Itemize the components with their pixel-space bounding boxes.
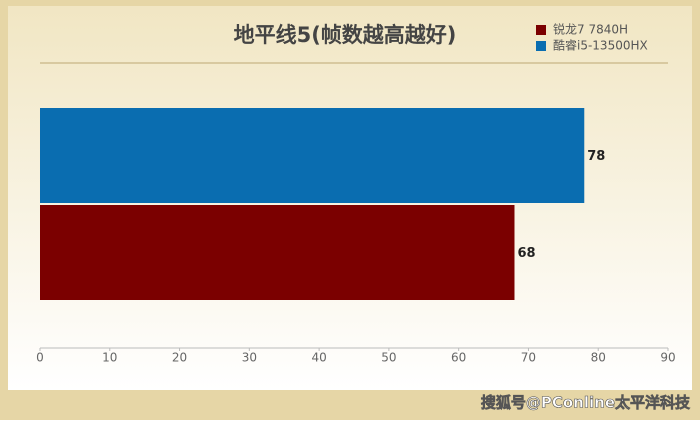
bar: [40, 205, 515, 300]
x-tick-label: 20: [172, 351, 187, 365]
legend-swatch: [536, 25, 546, 35]
legend-swatch: [536, 41, 546, 51]
x-tick-label: 90: [660, 351, 675, 365]
bar: [40, 108, 585, 203]
legend-label: 酷睿i5-13500HX: [553, 38, 648, 53]
x-tick-label: 70: [521, 351, 536, 365]
value-label: 68: [517, 246, 535, 261]
legend-label: 锐龙7 7840H: [553, 23, 628, 37]
x-tick-label: 10: [102, 351, 117, 365]
x-tick-label: 50: [381, 351, 396, 365]
watermark: 搜狐号@PConline太平洋科技: [481, 394, 691, 412]
value-label: 78: [587, 149, 605, 164]
x-tick-label: 0: [36, 351, 44, 365]
chart-title: 地平线5(帧数越高越好): [234, 23, 457, 47]
x-tick-label: 30: [242, 351, 257, 365]
x-tick-label: 40: [311, 351, 326, 365]
x-tick-label: 60: [451, 351, 466, 365]
x-tick-label: 80: [591, 351, 606, 365]
